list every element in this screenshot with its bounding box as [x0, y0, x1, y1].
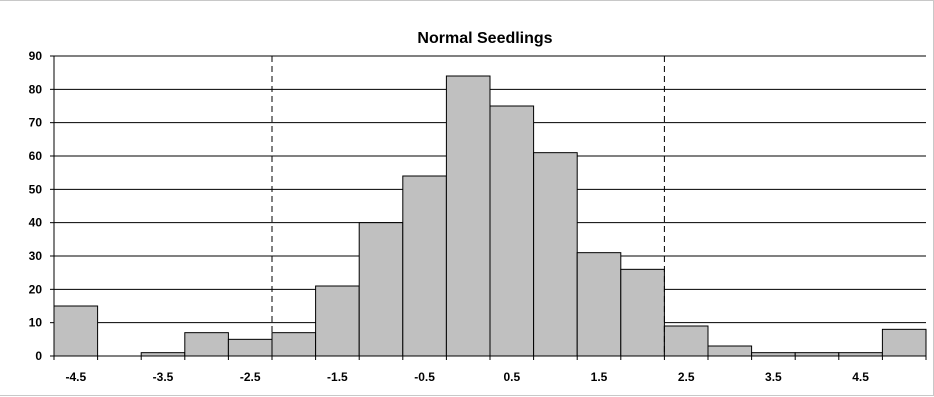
bar-2	[620, 268, 665, 357]
bar-0.5	[489, 105, 535, 357]
bar-3	[707, 345, 753, 357]
bar--1	[358, 222, 404, 357]
x-tick-label: 4.5	[852, 370, 869, 384]
bar-1	[533, 152, 578, 357]
bars	[53, 75, 927, 357]
x-tick-label: 2.5	[678, 370, 695, 384]
y-tick-labels: 0 10 20 30 40 50 60 70 80 90	[29, 49, 43, 363]
bar--3	[184, 332, 229, 357]
y-tick-label: 40	[29, 216, 43, 230]
chart-title: Normal Seedlings	[417, 30, 552, 47]
x-tick-label: -3.5	[153, 370, 174, 384]
bar-5	[881, 328, 927, 357]
bar--2.5	[227, 338, 273, 357]
y-tick-label: 90	[29, 49, 43, 63]
bar-1.5	[576, 252, 622, 357]
bar--0.5	[402, 175, 447, 357]
bar--1.5	[315, 285, 360, 357]
y-tick-label: 30	[29, 249, 43, 263]
bar-0	[445, 75, 491, 357]
y-tick-label: 50	[29, 182, 43, 196]
y-tick-label: 80	[29, 82, 43, 96]
y-tick-label: 20	[29, 282, 43, 296]
x-tick-label: -2.5	[240, 370, 261, 384]
bar-2.5	[663, 325, 709, 357]
x-tick-label: 1.5	[591, 370, 608, 384]
x-tick-label: 3.5	[765, 370, 782, 384]
bar--4.5	[53, 305, 99, 357]
y-tick-label: 60	[29, 149, 43, 163]
x-tick-label: -1.5	[327, 370, 348, 384]
axes	[50, 55, 927, 360]
y-tick-label: 10	[29, 316, 43, 330]
y-tick-label: 70	[29, 116, 43, 130]
x-tick-labels: -4.5 -3.5 -2.5 -1.5 -0.5 0.5 1.5 2.5 3.5 4.5	[65, 370, 869, 384]
x-tick-label: -4.5	[65, 370, 86, 384]
y-tick-label: 0	[35, 349, 42, 363]
x-tick-label: -0.5	[414, 370, 435, 384]
bar--2	[271, 332, 317, 357]
x-tick-label: 0.5	[503, 370, 520, 384]
reference-lines	[271, 56, 665, 356]
